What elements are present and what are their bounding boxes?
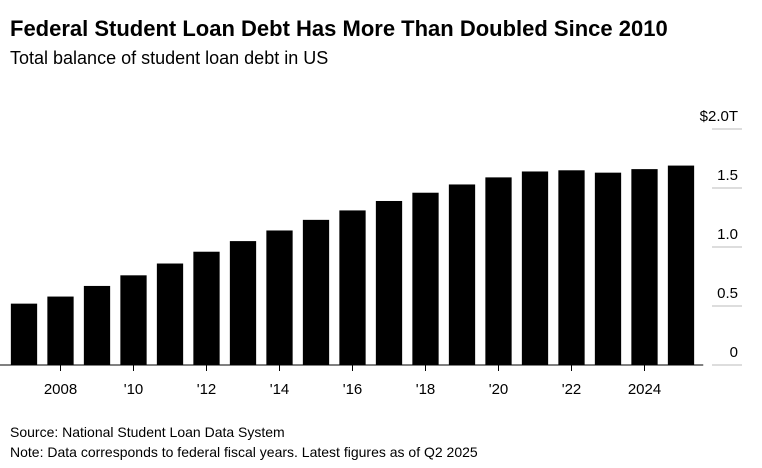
bar [339, 210, 366, 365]
x-tick-label: '22 [562, 381, 582, 398]
x-tick-label: '16 [343, 381, 363, 398]
bar [558, 170, 585, 365]
bar [266, 230, 293, 365]
x-tick-label: '14 [270, 381, 290, 398]
x-tick-label: '18 [416, 381, 436, 398]
bar [229, 241, 257, 365]
bar [302, 219, 330, 365]
y-tick-label: 0.5 [717, 285, 738, 302]
bar [193, 251, 220, 365]
bar [156, 263, 184, 365]
bar [631, 169, 658, 365]
y-tick-label: 1.5 [717, 167, 738, 184]
bar [120, 275, 147, 365]
x-tick-label: 2008 [44, 381, 77, 398]
bar [83, 285, 111, 365]
bar [667, 165, 695, 365]
bar [485, 177, 512, 365]
x-tick-label: '20 [489, 381, 509, 398]
x-tick-label: '12 [197, 381, 217, 398]
x-tick-label: '10 [124, 381, 144, 398]
source: Source: National Student Loan Data Syste… [10, 424, 285, 440]
x-tick-label: 2024 [628, 381, 661, 398]
bar [448, 184, 476, 365]
chart-subtitle: Total balance of student loan debt in US [10, 48, 328, 68]
bar [47, 296, 74, 365]
bar [521, 171, 549, 365]
note: Note: Data corresponds to federal fiscal… [10, 444, 478, 460]
y-tick-label: $2.0T [700, 108, 738, 125]
y-tick-label: 1.0 [717, 226, 738, 243]
y-tick-label: 0 [730, 344, 738, 361]
bar [594, 172, 622, 365]
bar [375, 200, 403, 365]
bar [10, 303, 38, 365]
bar [412, 192, 439, 365]
chart-title: Federal Student Loan Debt Has More Than … [10, 16, 668, 41]
